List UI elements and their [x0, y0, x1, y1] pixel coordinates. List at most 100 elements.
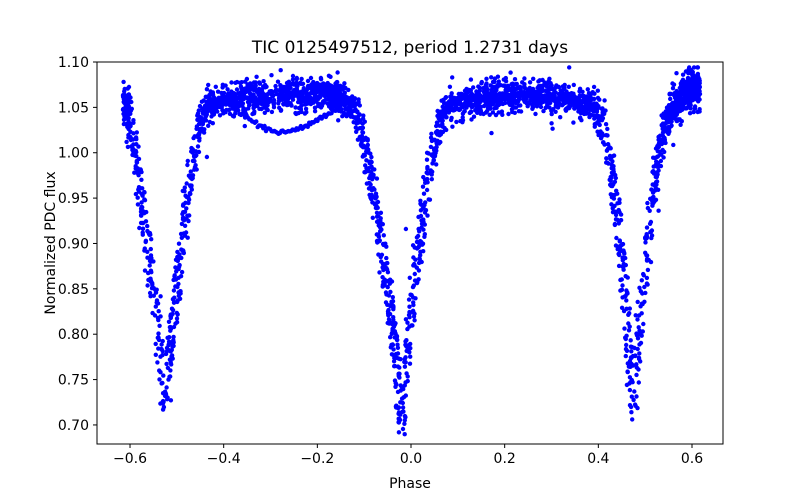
data-point [591, 101, 597, 106]
data-point [383, 300, 389, 305]
data-point [364, 149, 369, 154]
data-point [634, 331, 639, 336]
data-point [619, 305, 625, 310]
data-point [245, 82, 250, 87]
data-point [355, 126, 360, 131]
data-point [156, 335, 161, 340]
data-point [624, 382, 630, 388]
data-point [609, 162, 614, 167]
data-point [159, 342, 164, 347]
data-point [638, 330, 643, 336]
data-point [254, 97, 259, 102]
data-point [644, 235, 649, 241]
data-point [294, 80, 299, 86]
data-point [440, 118, 445, 123]
data-point [476, 105, 482, 110]
data-point [498, 94, 504, 99]
data-point [644, 225, 650, 230]
data-point [189, 173, 195, 179]
data-point [545, 102, 550, 108]
data-point [621, 267, 626, 272]
data-point [549, 108, 554, 113]
data-point [572, 106, 577, 111]
data-point [508, 87, 513, 93]
data-point [247, 103, 252, 108]
data-point [305, 78, 311, 84]
data-point [427, 197, 433, 202]
data-point [133, 166, 138, 171]
data-point [592, 124, 597, 129]
data-point [382, 263, 387, 269]
data-point [671, 142, 676, 148]
data-point [158, 314, 163, 319]
data-point [133, 191, 139, 197]
data-point [413, 257, 418, 262]
data-point [575, 103, 580, 109]
data-point [626, 364, 632, 369]
data-point [442, 125, 447, 131]
data-point [645, 200, 650, 206]
data-point [349, 112, 354, 117]
data-point [425, 166, 430, 171]
data-point [131, 131, 136, 136]
data-point [414, 239, 420, 245]
data-point [352, 108, 358, 113]
data-point [241, 96, 246, 102]
data-point [334, 80, 339, 85]
data-point [171, 288, 177, 293]
data-point [409, 292, 414, 298]
data-point [556, 84, 562, 90]
data-point [294, 83, 299, 89]
data-point [206, 123, 211, 128]
data-point [584, 101, 589, 107]
data-point [339, 92, 344, 98]
data-point [308, 101, 314, 107]
data-point [413, 296, 418, 301]
data-point [475, 110, 480, 116]
data-point [290, 77, 296, 82]
data-point [516, 91, 521, 97]
data-point [401, 409, 406, 414]
data-point [333, 91, 338, 97]
data-point [412, 261, 417, 267]
data-point [198, 115, 204, 120]
data-point [328, 74, 333, 80]
data-point [468, 77, 474, 82]
data-point [206, 82, 211, 88]
data-point [157, 323, 162, 328]
data-point [638, 340, 644, 346]
data-point [151, 293, 156, 298]
data-point [344, 97, 349, 102]
data-point [402, 418, 407, 423]
data-point [522, 82, 527, 87]
data-point [667, 91, 672, 97]
data-point [215, 98, 220, 103]
data-point [645, 267, 651, 273]
scatter-points [120, 65, 703, 437]
data-point [378, 229, 383, 234]
data-point [604, 133, 609, 138]
data-point [145, 228, 150, 234]
data-point [176, 266, 181, 272]
data-point [489, 130, 494, 136]
data-point [685, 75, 691, 81]
data-point [530, 97, 535, 103]
data-point [179, 221, 185, 227]
data-point [421, 249, 426, 254]
data-point [185, 158, 190, 164]
data-point [624, 342, 629, 348]
data-point [212, 95, 217, 101]
data-point [199, 128, 205, 133]
data-point [140, 230, 145, 235]
data-point [374, 194, 379, 199]
data-point [253, 101, 259, 107]
data-point [184, 206, 189, 211]
data-point [636, 355, 642, 360]
data-point [187, 190, 193, 196]
data-point [168, 315, 173, 321]
data-point [233, 80, 238, 86]
data-point [430, 169, 435, 174]
data-point [639, 311, 644, 316]
data-point [194, 126, 199, 131]
